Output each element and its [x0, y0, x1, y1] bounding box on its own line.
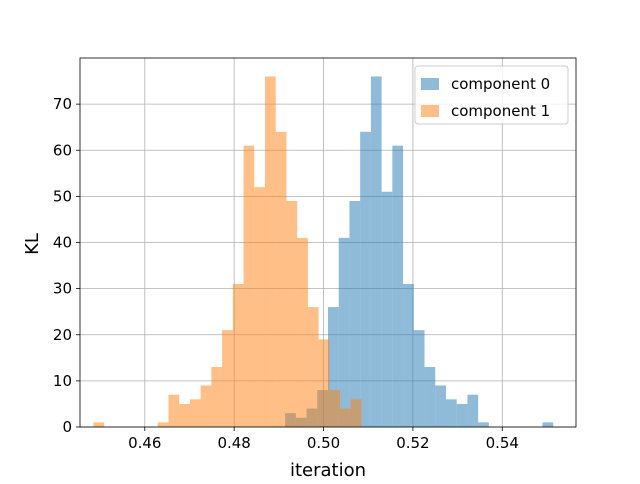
histogram-bar	[211, 367, 223, 427]
histogram-bar	[370, 76, 382, 427]
histogram-bar	[93, 422, 105, 427]
histogram-bar	[403, 284, 414, 427]
histogram-bar	[243, 145, 255, 427]
histogram-bar	[329, 390, 341, 427]
histogram-bar	[445, 399, 457, 427]
histogram-bar	[413, 330, 425, 427]
series-1-bars	[93, 76, 362, 428]
legend-swatch	[421, 105, 439, 117]
y-tick-label: 0	[62, 418, 72, 436]
histogram-bar	[307, 307, 319, 427]
y-tick-label: 20	[53, 326, 72, 344]
x-tick-label: 0.54	[486, 434, 519, 452]
histogram-bar	[340, 408, 351, 427]
legend: component 0 component 1	[414, 65, 569, 125]
histogram-bar	[200, 385, 212, 427]
y-tick-label: 10	[53, 372, 72, 390]
histogram-bar	[318, 339, 330, 427]
x-tick-label: 0.46	[128, 434, 161, 452]
y-tick-label: 60	[53, 141, 72, 159]
histogram-bar	[264, 76, 276, 427]
histogram-bar	[232, 284, 244, 427]
histogram-bar	[157, 422, 169, 427]
histogram-bar	[478, 422, 489, 427]
y-axis-label: KL	[22, 233, 43, 255]
y-tick-label: 40	[53, 234, 72, 252]
histogram-bar	[338, 237, 350, 427]
x-tick-label: 0.50	[307, 434, 340, 452]
histogram-bar	[542, 422, 554, 427]
histogram-bar	[381, 191, 393, 427]
grid-lines	[80, 58, 576, 428]
histogram-bar	[456, 403, 468, 427]
histogram-bar	[350, 399, 362, 427]
axis-ticks: 0.46 0.48 0.50 0.52 0.54 0 10 20 30 40 50 60 70	[53, 95, 519, 452]
histogram-bar	[222, 330, 233, 427]
histogram-bar	[360, 131, 371, 428]
histogram-bar	[286, 200, 298, 427]
histogram-bar	[392, 145, 404, 427]
histogram-bar	[189, 399, 201, 427]
legend-label: component 1	[451, 102, 550, 120]
x-tick-label: 0.48	[217, 434, 250, 452]
histogram-bar	[179, 403, 190, 427]
histogram-bar	[467, 394, 479, 427]
histogram-bar	[328, 307, 339, 427]
series-0-bars	[285, 76, 554, 428]
y-tick-label: 50	[53, 187, 72, 205]
legend-box	[414, 65, 569, 125]
histogram-bar	[349, 200, 361, 427]
histogram-bar	[168, 394, 180, 427]
histogram-bars	[93, 76, 554, 428]
histogram-bar	[297, 237, 308, 427]
x-axis-label: iteration	[290, 460, 366, 480]
histogram-bar	[424, 367, 436, 427]
histogram-bar	[435, 385, 446, 427]
legend-label: component 0	[451, 75, 550, 93]
histogram-bar	[275, 131, 287, 428]
x-tick-label: 0.52	[396, 434, 429, 452]
y-tick-label: 70	[53, 95, 72, 113]
y-tick-label: 30	[53, 280, 72, 298]
legend-swatch	[421, 78, 439, 90]
histogram-bar	[254, 187, 265, 427]
